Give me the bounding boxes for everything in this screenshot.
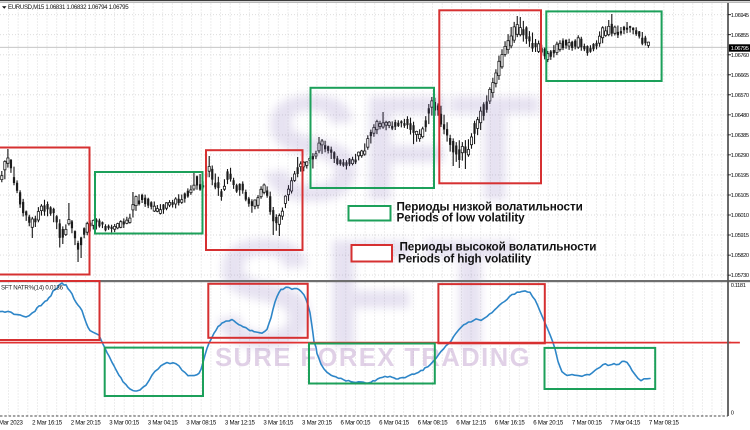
svg-text:Periods of low volatility: Periods of low volatility	[397, 212, 526, 225]
svg-text:1.06665: 1.06665	[731, 73, 749, 79]
svg-text:0.1181: 0.1181	[731, 283, 746, 289]
svg-text:1.06945: 1.06945	[731, 13, 749, 19]
svg-text:1.06385: 1.06385	[731, 133, 749, 139]
svg-text:1.06105: 1.06105	[731, 193, 749, 199]
svg-text:7 Mar 08:15: 7 Mar 08:15	[649, 420, 680, 427]
svg-text:1.05730: 1.05730	[731, 273, 749, 279]
svg-text:1.06195: 1.06195	[731, 173, 749, 179]
svg-text:3 Mar 16:15: 3 Mar 16:15	[263, 420, 294, 427]
svg-text:6 Mar 08:15: 6 Mar 08:15	[418, 420, 449, 427]
svg-text:3 Mar 08:15: 3 Mar 08:15	[186, 420, 217, 427]
svg-text:7 Mar 00:15: 7 Mar 00:15	[572, 420, 603, 427]
svg-text:1.06010: 1.06010	[731, 213, 749, 219]
svg-text:1.05820: 1.05820	[731, 253, 749, 259]
svg-text:SFT: SFT	[213, 207, 524, 380]
svg-text:2 Mar 2023: 2 Mar 2023	[0, 420, 24, 427]
svg-text:6 Mar 16:15: 6 Mar 16:15	[495, 420, 526, 427]
svg-text:6 Mar 20:15: 6 Mar 20:15	[533, 420, 564, 427]
svg-text:1.06760: 1.06760	[731, 53, 749, 59]
svg-text:1.06795: 1.06795	[731, 46, 749, 52]
svg-text:3 Mar 00:15: 3 Mar 00:15	[109, 420, 140, 427]
svg-text:EURUSD,M15 1.06831 1.06832 1.: EURUSD,M15 1.06831 1.06832 1.06794 1.067…	[8, 4, 129, 11]
svg-text:3 Mar 12:15: 3 Mar 12:15	[225, 420, 256, 427]
svg-text:6 Mar 12:15: 6 Mar 12:15	[456, 420, 487, 427]
svg-text:0: 0	[731, 411, 734, 417]
svg-text:1.06480: 1.06480	[731, 113, 749, 119]
svg-text:1.06855: 1.06855	[731, 33, 749, 39]
svg-text:Периоды высокой волатильности: Периоды высокой волатильности	[400, 241, 597, 254]
svg-text:2 Mar 20:15: 2 Mar 20:15	[71, 420, 102, 427]
svg-text:1.06290: 1.06290	[731, 153, 749, 159]
svg-text:SURE FOREX TRADING: SURE FOREX TRADING	[215, 344, 531, 372]
svg-text:Periods of high volatility: Periods of high volatility	[398, 253, 532, 266]
svg-text:1.06570: 1.06570	[731, 93, 749, 99]
svg-text:2 Mar 16:15: 2 Mar 16:15	[32, 420, 63, 427]
svg-text:6 Mar 04:15: 6 Mar 04:15	[379, 420, 410, 427]
svg-text:6 Mar 00:15: 6 Mar 00:15	[341, 420, 372, 427]
svg-text:3 Mar 04:15: 3 Mar 04:15	[148, 420, 179, 427]
svg-text:7 Mar 04:15: 7 Mar 04:15	[610, 420, 641, 427]
svg-text:SFT: SFT	[261, 64, 540, 232]
svg-text:1.05915: 1.05915	[731, 233, 749, 239]
svg-text:SFT NATR%(14) 0.0136: SFT NATR%(14) 0.0136	[1, 285, 64, 292]
svg-text:3 Mar 20:15: 3 Mar 20:15	[302, 420, 333, 427]
svg-text:Периоды низкой волатильности: Периоды низкой волатильности	[397, 201, 583, 214]
